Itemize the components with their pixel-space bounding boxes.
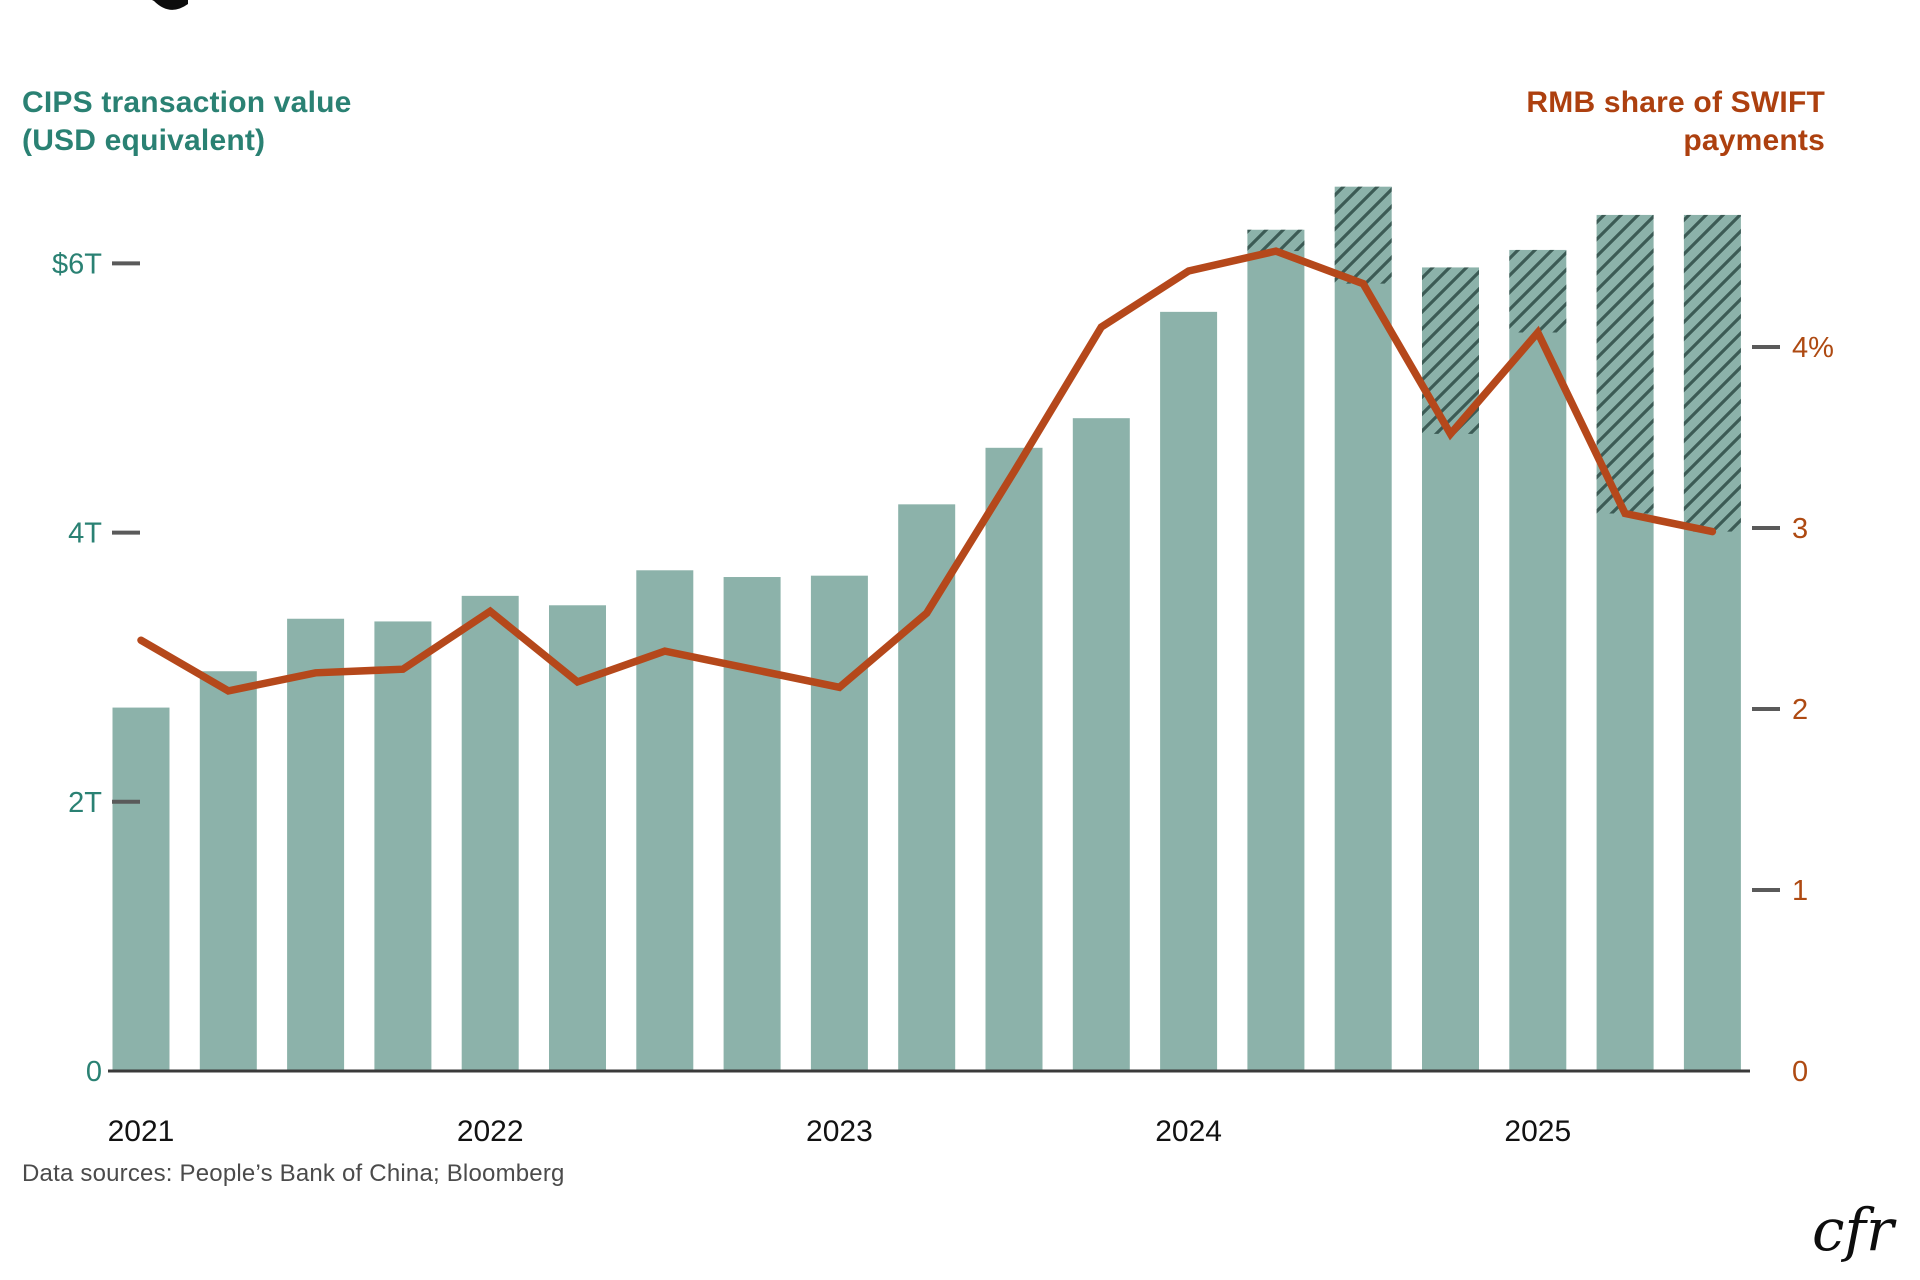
right-axis-tick-label: 1 — [1792, 875, 1808, 907]
cfr-logo: cfr — [1812, 1196, 1894, 1264]
right-axis-title-line2: payments — [1683, 124, 1825, 157]
cips-bar-2021-q3 — [287, 618, 345, 1071]
left-axis-tick-label: 4T — [68, 518, 102, 550]
hatch-overlay-2024-q2 — [1247, 229, 1305, 252]
cips-bar-2021-q4 — [374, 621, 432, 1071]
hatch-overlay-2025-q2 — [1596, 214, 1654, 514]
hatch-overlay-2025-q3 — [1683, 214, 1741, 532]
cips-bar-2024-q2 — [1247, 229, 1305, 1071]
hatch-overlay-2024-q3 — [1334, 186, 1392, 284]
cips-bar-2022-q4 — [723, 577, 781, 1071]
left-axis-title-line2: (USD equivalent) — [22, 124, 266, 157]
rmb-swift-share-line — [137, 247, 1717, 695]
cips-bar-2022-q1 — [461, 595, 519, 1071]
cips-bar-2024-q3 — [1334, 186, 1392, 1072]
left-axis-title-line1: CIPS transaction value — [22, 86, 352, 119]
right-axis-tick-label: 0 — [1792, 1056, 1808, 1088]
cips-bar-2022-q3 — [636, 570, 694, 1071]
year-label-2021: 2021 — [108, 1115, 175, 1148]
year-label-2024: 2024 — [1155, 1115, 1222, 1148]
cips-bar-2023-q3 — [985, 447, 1043, 1071]
right-axis-title-line1: RMB share of SWIFT — [1526, 86, 1825, 119]
data-sources-note: Data sources: People’s Bank of China; Bl… — [22, 1160, 565, 1187]
cips-bar-2023-q4 — [1072, 418, 1130, 1071]
hatch-overlay-2025-q1 — [1509, 249, 1567, 333]
right-axis-title: RMB share of SWIFT payments — [1526, 84, 1825, 160]
right-axis-tick-label: 3 — [1792, 513, 1808, 545]
right-axis-tick-label: 4% — [1792, 332, 1834, 364]
cips-bar-2025-q1 — [1509, 249, 1567, 1071]
cips-bar-2023-q2 — [898, 504, 956, 1072]
cips-bar-2024-q1 — [1160, 311, 1218, 1072]
year-label-2023: 2023 — [806, 1115, 873, 1148]
left-axis-tick-label: $6T — [52, 248, 102, 280]
left-axis-tick-label: 2T — [68, 787, 102, 819]
left-axis-title: CIPS transaction value (USD equivalent) — [22, 84, 352, 160]
year-label-2025: 2025 — [1504, 1115, 1571, 1148]
cips-bar-2021-q1 — [112, 707, 170, 1071]
cropped-title-fragment-icon — [152, 0, 188, 10]
left-axis-tick-label: 0 — [86, 1056, 102, 1088]
right-axis-tick-label: 2 — [1792, 694, 1808, 726]
cips-bar-2023-q1 — [810, 575, 868, 1071]
cips-bar-2021-q2 — [199, 671, 257, 1071]
year-label-2022: 2022 — [457, 1115, 524, 1148]
